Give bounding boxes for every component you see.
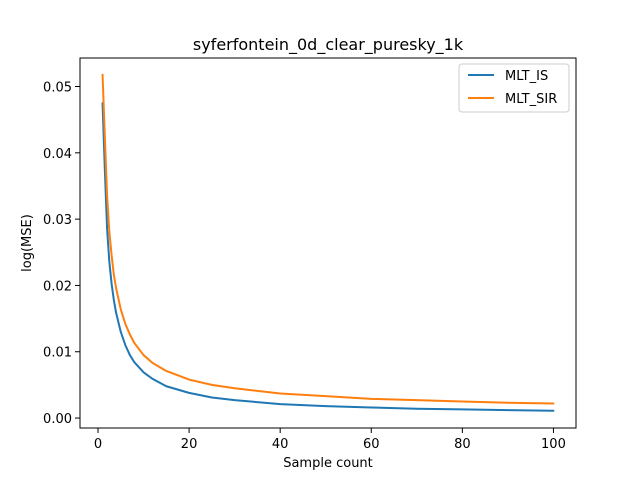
plot-lines: [101, 73, 555, 412]
legend-label-mlt-is: MLT_IS: [505, 69, 548, 84]
x-tick-label: 40: [272, 437, 289, 452]
y-tick-label: 0.05: [43, 81, 72, 96]
legend: MLT_IS MLT_SIR: [458, 63, 570, 113]
y-tick-label: 0.03: [43, 213, 72, 228]
x-axis-ticks: 0 20 40 60 80 100: [94, 428, 566, 452]
x-tick-label: 0: [94, 437, 102, 452]
y-axis-ticks: 0.00 0.01 0.02 0.03 0.04 0.05: [43, 81, 80, 427]
x-tick-label: 60: [363, 437, 380, 452]
y-tick-label: 0.02: [43, 279, 72, 294]
x-tick-label: 100: [541, 437, 566, 452]
y-tick-label: 0.01: [43, 346, 72, 361]
x-axis-label: Sample count: [283, 456, 373, 471]
y-axis-label: log(MSE): [20, 214, 35, 272]
series-line-mlt-is: [101, 102, 555, 412]
y-tick-label: 0.00: [43, 412, 72, 427]
legend-label-mlt-sir: MLT_SIR: [505, 92, 557, 107]
plot-frame: [79, 57, 577, 429]
y-tick-label: 0.04: [43, 147, 72, 162]
chart-title: syferfontein_0d_clear_puresky_1k: [193, 35, 464, 55]
x-tick-label: 80: [454, 437, 471, 452]
x-tick-label: 20: [181, 437, 198, 452]
series-line-mlt-sir: [101, 73, 555, 405]
